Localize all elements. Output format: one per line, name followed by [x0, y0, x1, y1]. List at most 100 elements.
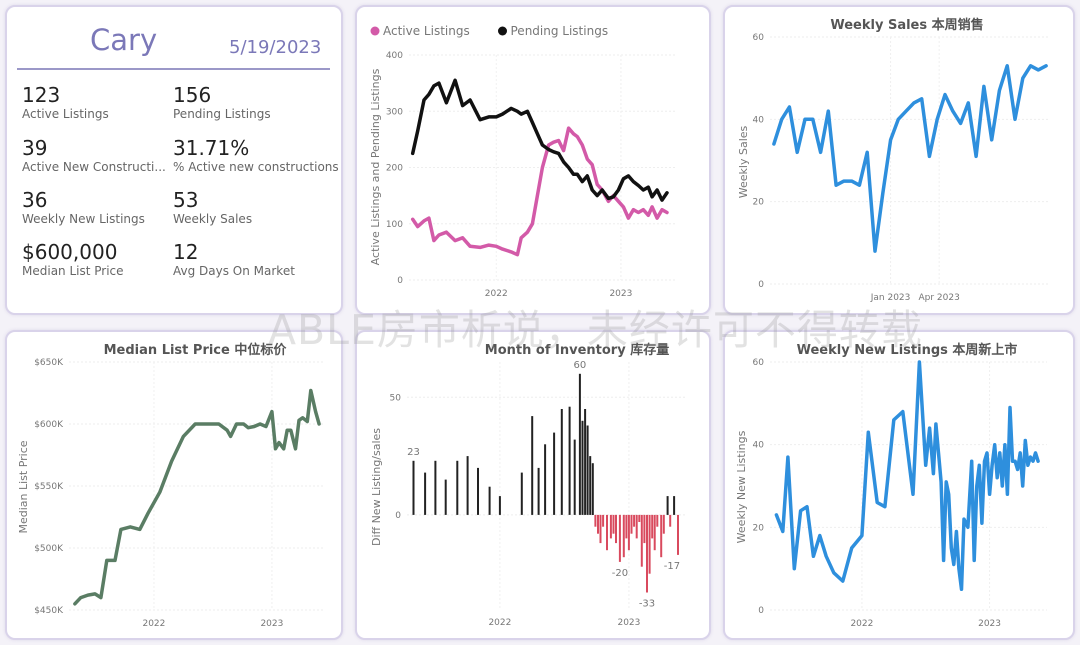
bar [646, 514, 648, 593]
kpi-median-list-price: $600,000 Median List Price [22, 241, 124, 279]
y-axis-label: Weekly Sales [737, 125, 750, 198]
bar [633, 514, 636, 527]
bar [602, 514, 605, 527]
bar [586, 425, 589, 515]
legend-marker [498, 26, 507, 36]
kpi-value: 36 [22, 188, 48, 212]
kpi-value: 123 [22, 83, 61, 107]
data-label: -20 [612, 568, 628, 579]
y-tick-label: 20 [753, 198, 765, 208]
legend-label: Pending Listings [511, 24, 609, 38]
bar [520, 472, 523, 515]
y-tick-label: 40 [753, 115, 765, 125]
chart-title: Month of Inventory 库存量 [485, 342, 669, 358]
bar [466, 456, 469, 515]
bar [444, 479, 447, 515]
bar [660, 514, 663, 558]
bar [653, 514, 656, 551]
y-tick-label: 40 [753, 441, 765, 451]
bar [643, 514, 646, 544]
y-tick-label: 300 [386, 107, 403, 117]
legend-marker [370, 26, 380, 36]
active-pending-chart: 0 100 200 300 400 2022 2023 Active Listings and… [369, 24, 677, 299]
kpi-value: 53 [173, 188, 199, 212]
bar [560, 409, 563, 515]
series-line [774, 360, 1040, 592]
kpi-label: Weekly New Listings [22, 212, 145, 226]
bar [648, 514, 651, 574]
x-tick-label: 2022 [488, 618, 511, 628]
series-line [772, 64, 1048, 253]
kpi-label: Pending Listings [173, 107, 271, 121]
divider [17, 68, 330, 70]
y-tick-label: 400 [386, 51, 403, 61]
bar [573, 439, 576, 515]
bar [656, 514, 659, 527]
weekly-new-listings-chart-card: 0 20 40 60 2022 2023 Weekly New Listings Weekly… [723, 330, 1075, 640]
bar [662, 514, 665, 534]
x-tick-label: 2023 [609, 289, 632, 299]
kpi-label: Active Listings [22, 107, 109, 121]
bar [599, 514, 602, 544]
bar [638, 514, 641, 522]
data-label: 23 [407, 447, 420, 458]
kpi-active-listings: 123 Active Listings [22, 84, 109, 122]
city-name: Cary [90, 23, 158, 57]
y-tick-label: 50 [390, 393, 402, 403]
bar [625, 514, 628, 539]
x-tick-label: Apr 2023 [918, 293, 959, 303]
bar [537, 467, 540, 515]
bar [669, 514, 672, 527]
kpi-label: Active New Constructi... [22, 160, 166, 174]
y-tick-label: $450K [34, 606, 64, 616]
kpi-weekly-sales: 53 Weekly Sales [173, 189, 252, 227]
y-axis-label: Active Listings and Pending Listings [369, 68, 382, 265]
bar [622, 514, 625, 558]
kpi-label: % Active new constructions [173, 160, 339, 174]
y-tick-label: 60 [753, 33, 765, 43]
bar [584, 409, 587, 515]
x-tick-label: 2022 [850, 619, 873, 629]
y-tick-label: 60 [753, 358, 765, 368]
legend-label: Active Listings [383, 24, 470, 38]
bar [553, 432, 556, 515]
y-tick-label: 200 [386, 164, 403, 174]
kpi-active-new-construction: 39 Active New Constructi... [22, 137, 166, 175]
y-axis-label: Weekly New Listings [735, 430, 748, 543]
bar [666, 496, 669, 515]
bar [498, 496, 501, 515]
y-tick-label: 0 [397, 276, 403, 286]
y-tick-label: 20 [753, 523, 765, 533]
bar [630, 514, 633, 534]
bar [673, 496, 676, 515]
bar [640, 514, 643, 567]
kpi-label: Avg Days On Market [173, 264, 295, 278]
y-tick-label: 0 [395, 511, 401, 521]
bar [635, 514, 638, 539]
bar [609, 514, 612, 539]
x-tick-label: 2023 [617, 618, 640, 628]
data-label: -33 [639, 599, 655, 610]
summary-card: Cary 5/19/2023 123 Active Listings 156 P… [5, 5, 343, 315]
y-tick-label: 0 [758, 606, 764, 616]
kpi-pending-listings: 156 Pending Listings [173, 84, 271, 122]
bar [477, 467, 479, 515]
bar [627, 514, 630, 551]
bar [615, 514, 617, 544]
y-tick-label: $600K [34, 420, 64, 430]
series-line [410, 126, 669, 257]
y-tick-label: $550K [34, 482, 64, 492]
bar [612, 514, 615, 534]
kpi-label: Median List Price [22, 264, 124, 278]
bar [456, 460, 459, 515]
kpi-value: 39 [22, 136, 48, 160]
x-tick-label: 2022 [485, 289, 508, 299]
weekly-sales-chart: 0 20 40 60 Jan 2023 Apr 2023 Weekly Sales Weekl… [737, 17, 1050, 303]
chart-title: Weekly Sales 本周销售 [830, 17, 983, 33]
bar [568, 406, 571, 515]
kpi-value: 12 [173, 240, 199, 264]
weekly-new-listings-chart: 0 20 40 60 2022 2023 Weekly New Listings Weekly… [735, 342, 1047, 629]
y-axis-label: Diff New Listing/sales [370, 428, 383, 546]
bar [434, 460, 437, 515]
chart-title: Weekly New Listings 本周新上市 [797, 342, 1018, 358]
